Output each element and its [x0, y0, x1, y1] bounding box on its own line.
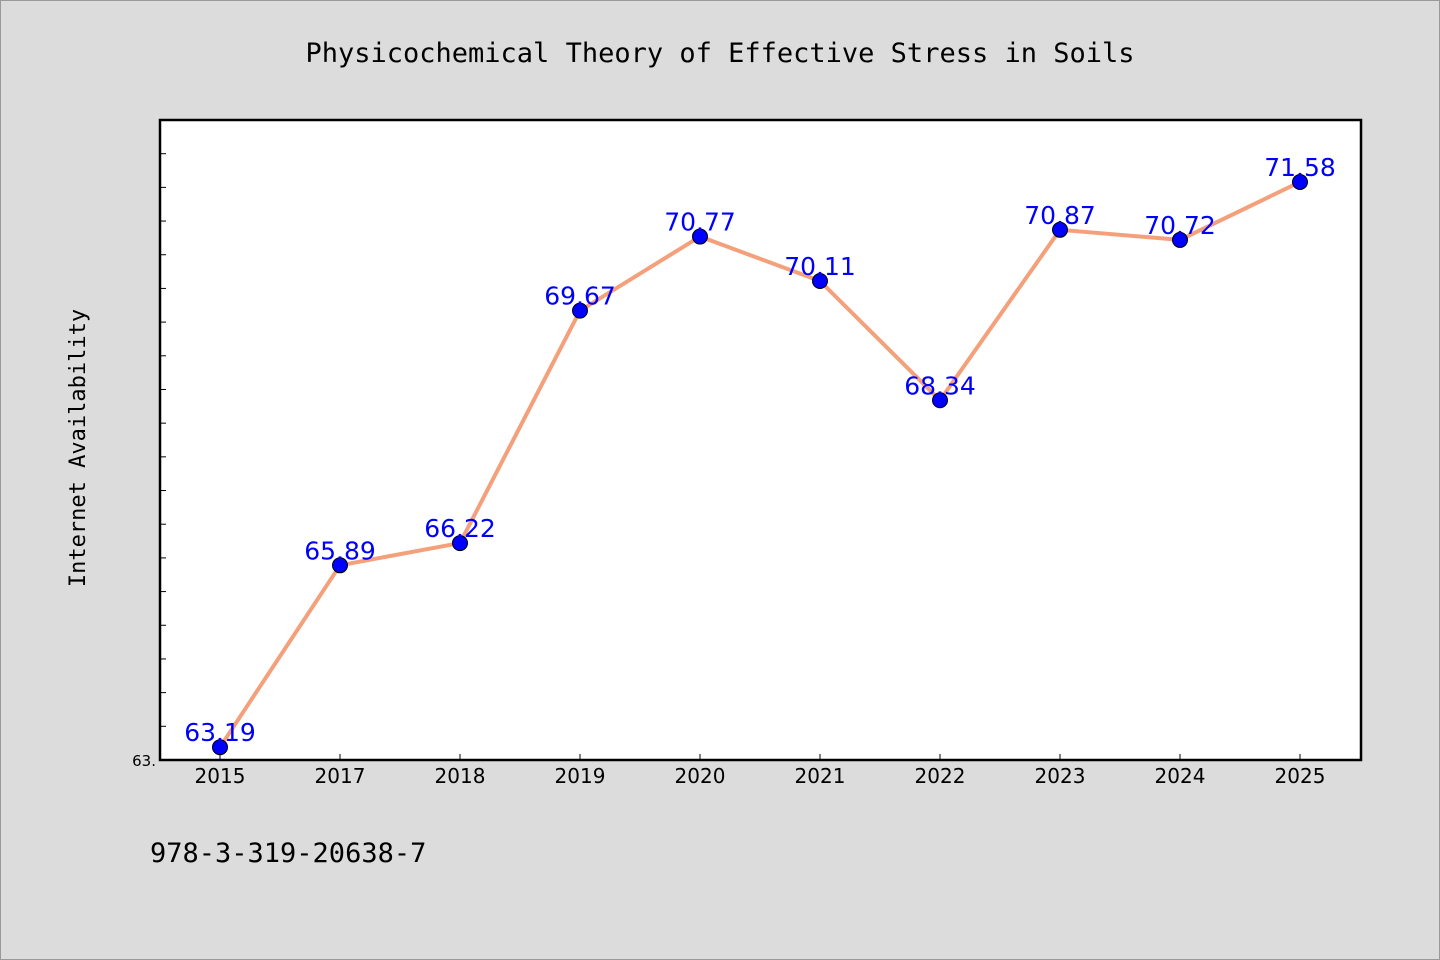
data-point [572, 302, 588, 319]
data-point [932, 392, 948, 409]
x-tick-label: 2019 [555, 764, 606, 788]
data-label: 66.22 [424, 514, 496, 543]
y-axis-ticks: 63. [132, 119, 166, 770]
data-label: 65.89 [304, 536, 376, 565]
data-point [812, 273, 828, 290]
chart-title: Physicochemical Theory of Effective Stre… [305, 38, 1134, 69]
data-label: 68.34 [904, 371, 976, 400]
data-label: 70.11 [784, 252, 856, 281]
x-tick-label: 2024 [1155, 764, 1206, 788]
series-line [218, 180, 1301, 749]
data-point [692, 228, 708, 245]
data-label: 63.19 [184, 718, 256, 747]
x-tick-label: 2021 [795, 764, 846, 788]
data-label: 69.67 [544, 282, 616, 311]
y-tick-label: 63. [132, 752, 156, 770]
data-point [332, 557, 348, 574]
data-label: 70.77 [664, 208, 736, 237]
data-labels: 63.19 65.89 66.22 69.67 70.77 70.11 68.34 70.87… [184, 153, 1336, 747]
data-label: 70.72 [1144, 211, 1216, 240]
x-tick-label: 2020 [675, 764, 726, 788]
data-point [1052, 221, 1068, 238]
data-point [1172, 231, 1188, 248]
y-axis-label: Internet Availability [66, 309, 91, 587]
data-point [452, 535, 468, 552]
x-tick-label: 2018 [435, 764, 486, 788]
data-point [1292, 173, 1308, 190]
x-tick-label: 2025 [1275, 764, 1326, 788]
series-markers [212, 173, 1308, 756]
x-tick-label: 2017 [315, 764, 366, 788]
isbn-footer: 978-3-319-20638-7 [150, 838, 426, 869]
data-point [212, 739, 228, 756]
x-tick-label: 2022 [915, 764, 966, 788]
x-tick-label: 2023 [1035, 764, 1086, 788]
series-lines [218, 180, 1301, 749]
data-label: 70.87 [1024, 201, 1096, 230]
plot-area [158, 118, 1363, 762]
x-axis-ticks: 2015 2017 2018 2019 2020 2021 2022 2023 2024 2025 [195, 754, 1326, 788]
x-tick-label: 2015 [195, 764, 246, 788]
data-label: 71.58 [1264, 153, 1336, 182]
